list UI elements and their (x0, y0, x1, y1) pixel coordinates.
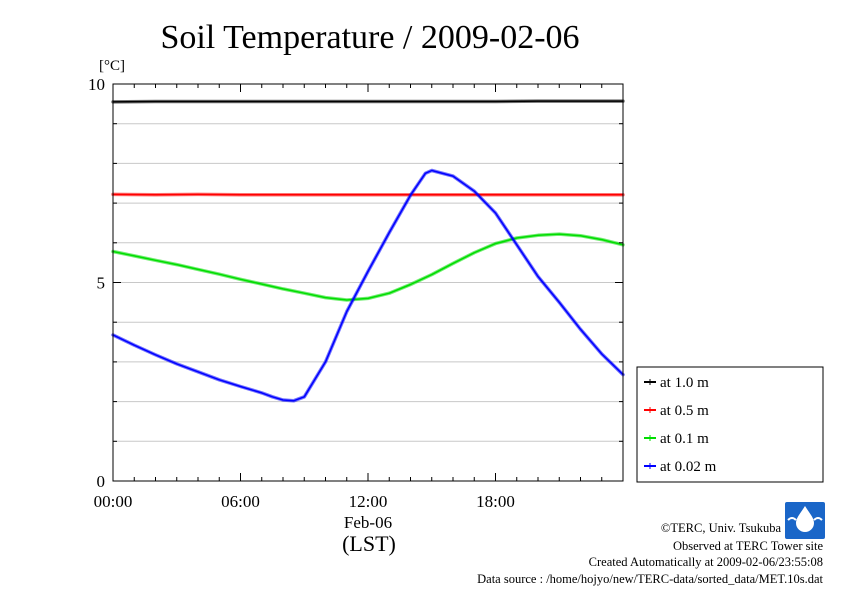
chart-title: Soil Temperature / 2009-02-06 (160, 19, 579, 56)
x-axis-timezone-label: (LST) (342, 531, 396, 556)
legend-entry-label: at 0.02 m (660, 459, 717, 475)
series-line-at-1-0-m (112, 100, 624, 103)
y-tick-label: 0 (97, 472, 106, 491)
axis-ticks: 0 5 10 00:00 06:00 12:00 18:00 (88, 75, 624, 511)
y-tick-label: 10 (88, 75, 105, 94)
data-source-text: Data source : /home/hojyo/new/TERC-data/… (477, 572, 823, 586)
legend: at 1.0 m at 0.5 m at 0.1 m at 0.02 m (636, 366, 824, 483)
x-tick-label: 06:00 (221, 492, 260, 511)
legend-entry-label: at 1.0 m (660, 375, 709, 391)
x-tick-label: 00:00 (94, 492, 133, 511)
terc-logo (785, 502, 825, 539)
legend-entry-label: at 0.5 m (660, 403, 709, 419)
water-drop-icon (796, 506, 814, 532)
legend-box (636, 366, 824, 483)
copyright-text: ©TERC, Univ. Tsukuba (661, 521, 782, 535)
series-halo-at-0-02-m (111, 168, 625, 403)
grid-lines (113, 123, 623, 442)
legend-entry-label: at 0.1 m (660, 431, 709, 447)
x-tick-label: 18:00 (476, 492, 515, 511)
series-line-at-0-1-m (112, 233, 624, 301)
created-timestamp-text: Created Automatically at 2009-02-06/23:5… (589, 555, 823, 569)
wave-icon (787, 517, 823, 521)
series-lines (111, 99, 625, 403)
observed-at-text: Observed at TERC Tower site (673, 539, 823, 553)
series-line-at-0-02-m (112, 169, 624, 402)
x-axis-date-label: Feb-06 (344, 513, 392, 532)
x-tick-label: 12:00 (349, 492, 388, 511)
y-tick-label: 5 (97, 274, 106, 293)
y-axis-unit-label: [°C] (99, 58, 125, 74)
